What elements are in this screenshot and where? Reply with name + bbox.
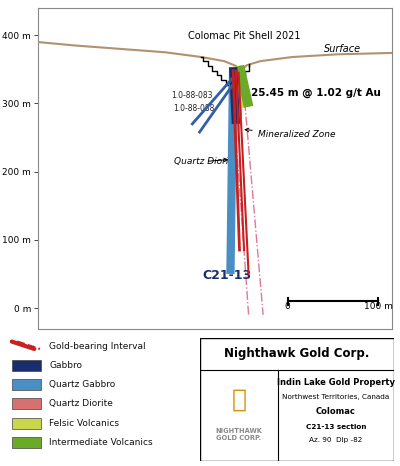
Text: Intermediate Volcanics: Intermediate Volcanics bbox=[49, 438, 153, 447]
Bar bbox=[12, 437, 41, 448]
Polygon shape bbox=[229, 67, 245, 151]
Text: NIGHTHAWK
GOLD CORP.: NIGHTHAWK GOLD CORP. bbox=[215, 428, 262, 441]
Bar bbox=[12, 398, 41, 410]
Text: Felsic Volcanics: Felsic Volcanics bbox=[49, 418, 119, 428]
Text: Mineralized Zone: Mineralized Zone bbox=[245, 128, 335, 138]
Text: 100 m: 100 m bbox=[364, 302, 393, 311]
Text: Nighthawk Gold Corp.: Nighthawk Gold Corp. bbox=[224, 348, 370, 360]
Text: C21-13 section: C21-13 section bbox=[306, 424, 366, 430]
Text: Quartz Diorite: Quartz Diorite bbox=[49, 399, 113, 408]
Text: Surface: Surface bbox=[324, 44, 361, 55]
Text: 0: 0 bbox=[285, 302, 290, 311]
Text: Az. 90  Dip -82: Az. 90 Dip -82 bbox=[309, 438, 362, 443]
Text: 🦅: 🦅 bbox=[231, 388, 246, 411]
Text: Indin Lake Gold Property: Indin Lake Gold Property bbox=[277, 378, 395, 387]
Text: Colomac Pit Shell 2021: Colomac Pit Shell 2021 bbox=[188, 31, 300, 41]
Text: Gold-bearing Interval: Gold-bearing Interval bbox=[49, 342, 146, 351]
Text: 1.0-88-083: 1.0-88-083 bbox=[172, 91, 213, 100]
Text: Northwest Territories, Canada: Northwest Territories, Canada bbox=[282, 394, 390, 400]
Bar bbox=[12, 379, 41, 391]
Text: 1.0-88-088: 1.0-88-088 bbox=[174, 104, 215, 113]
Text: 25.45 m @ 1.02 g/t Au: 25.45 m @ 1.02 g/t Au bbox=[240, 88, 381, 98]
Text: Quartz Gabbro: Quartz Gabbro bbox=[49, 380, 116, 389]
Text: Colomac: Colomac bbox=[316, 407, 356, 417]
Bar bbox=[12, 360, 41, 371]
Bar bbox=[12, 418, 41, 429]
FancyBboxPatch shape bbox=[200, 338, 394, 461]
Text: C21-13: C21-13 bbox=[202, 269, 251, 282]
Text: Gabbro: Gabbro bbox=[49, 361, 82, 370]
Text: Quartz Diorite: Quartz Diorite bbox=[174, 157, 238, 166]
